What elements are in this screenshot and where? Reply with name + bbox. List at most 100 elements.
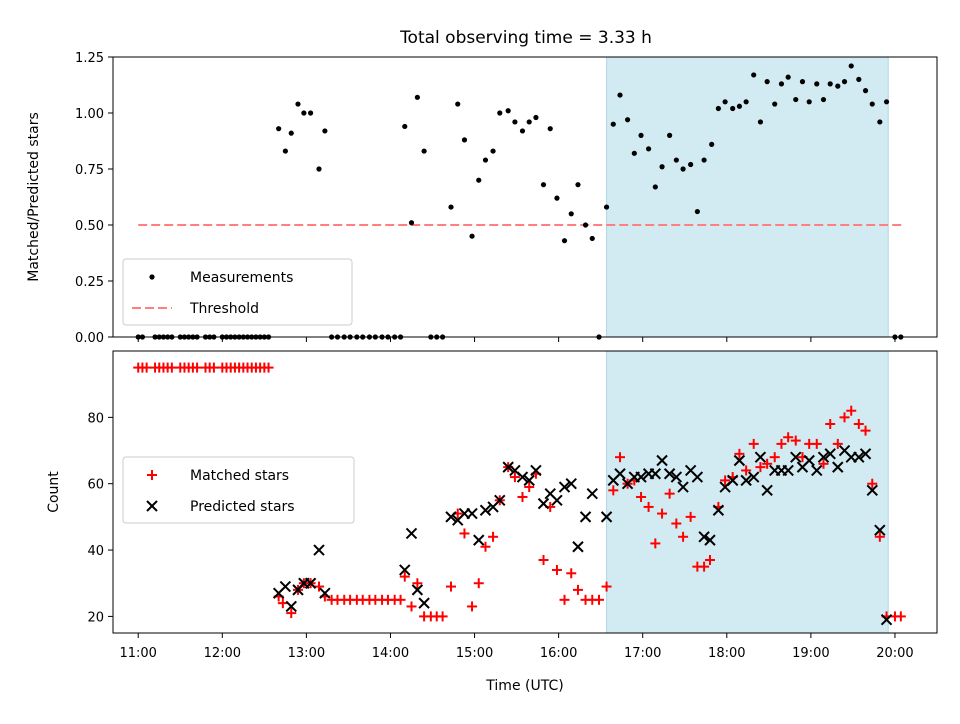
series-predicted-stars [272,444,893,626]
matched-star-point [776,438,787,449]
matched-star-point [790,435,801,446]
panel-ratio: 0.00 0.25 0.50 0.75 1.00 1.25 Matched/Predicte… [26,51,938,346]
matched-star-point [166,362,177,373]
measurement-point [841,79,848,85]
matched-star-point [664,488,675,499]
measurement-point [701,157,707,163]
measurement-point [414,94,420,100]
matched-star-point [412,578,423,589]
matched-star-point [720,475,731,486]
measurement-point [772,101,778,107]
y-tick-label: 0.25 [75,275,104,290]
measurement-point [848,63,854,69]
matched-star-point [678,531,689,542]
x-tick-label: 14:00 [372,646,409,661]
matched-star-point [762,458,773,469]
measurement-point [610,121,616,127]
predicted-star-point [600,511,613,523]
matched-star-point [480,541,491,552]
measurement-point [490,148,496,154]
matched-star-point [286,608,297,619]
predicted-star-point [859,448,872,460]
measurement-point [862,88,869,94]
matched-star-point [874,531,885,542]
predicted-star-point [313,544,325,556]
matched-star-point [818,458,829,469]
measurement-point [793,96,799,103]
matched-star-point [593,594,604,605]
x-tick-label: 17:00 [624,646,661,661]
predicted-star-point [530,464,542,477]
measurement-point [877,119,883,125]
matched-star-point [263,362,274,373]
predicted-star-point [649,468,662,480]
matched-star-point [601,581,612,592]
measurement-point [561,238,568,244]
matched-star-point [566,568,577,579]
series-matched-stars [133,362,906,622]
measurement-point [322,128,328,134]
matched-star-point [867,478,878,489]
measurement-point [295,101,301,107]
y-tick-label: 20 [87,610,104,625]
predicted-star-point [817,451,830,463]
predicted-star-point [803,454,815,467]
predicted-star-point [279,580,292,593]
predicted-star-point [319,587,331,599]
matched-star-point [517,491,528,502]
measurement-point [652,184,658,190]
measurement-point [512,119,518,125]
matched-star-point [572,584,583,595]
legend: Measurements Threshold [122,258,353,326]
predicted-star-point [418,597,430,609]
matched-star-point [650,538,661,549]
matched-star-point [314,581,324,592]
predicted-star-point [445,511,457,523]
measurement-point [673,157,679,163]
measurement-point [582,222,589,228]
predicted-star-point [726,474,739,487]
predicted-star-point [614,468,626,480]
axes-frame [112,350,938,634]
y-tick-label: 0.50 [75,219,104,234]
matched-star-point [459,528,470,539]
predicted-star-point [473,534,485,546]
y-tick-label: 40 [87,544,104,559]
observing-window-shade [606,56,889,338]
x-tick-label: 12:00 [204,646,241,661]
measurement-point [307,110,314,116]
legend-label: Threshold [189,301,259,317]
measurement-point [688,161,694,168]
x-tick-label: 18:00 [708,646,745,661]
measurement-point [316,166,322,172]
predicted-star-point [761,484,773,497]
predicted-star-point [405,527,418,540]
matched-star-point [551,564,562,575]
predicted-star-point [572,541,584,553]
measurement-point [757,119,764,125]
matched-star-point [559,594,570,605]
matched-star-point [467,601,478,612]
matched-star-point [699,561,710,572]
chart-title: Total observing time = 3.33 h [399,28,652,48]
predicted-star-point [811,464,823,477]
predicted-star-point [558,481,571,493]
predicted-star-point [399,564,411,576]
matched-star-point [846,405,857,416]
observing-window-shade [606,350,889,634]
predicted-star-point [304,577,317,589]
x-tick-label: 16:00 [540,646,577,661]
legend-marker [147,470,157,480]
matched-star-point [685,511,696,522]
measurement-point [667,132,673,138]
predicted-star-point [670,471,683,483]
measurement-point [617,92,623,98]
measurement-point [568,211,574,217]
predicted-star-point [285,600,297,613]
matched-star-point [192,362,203,373]
predicted-star-point [663,468,676,480]
measurement-point [497,110,503,116]
legend-marker [146,500,158,512]
y-tick-label: 60 [87,478,104,493]
predicted-star-point [754,451,767,463]
